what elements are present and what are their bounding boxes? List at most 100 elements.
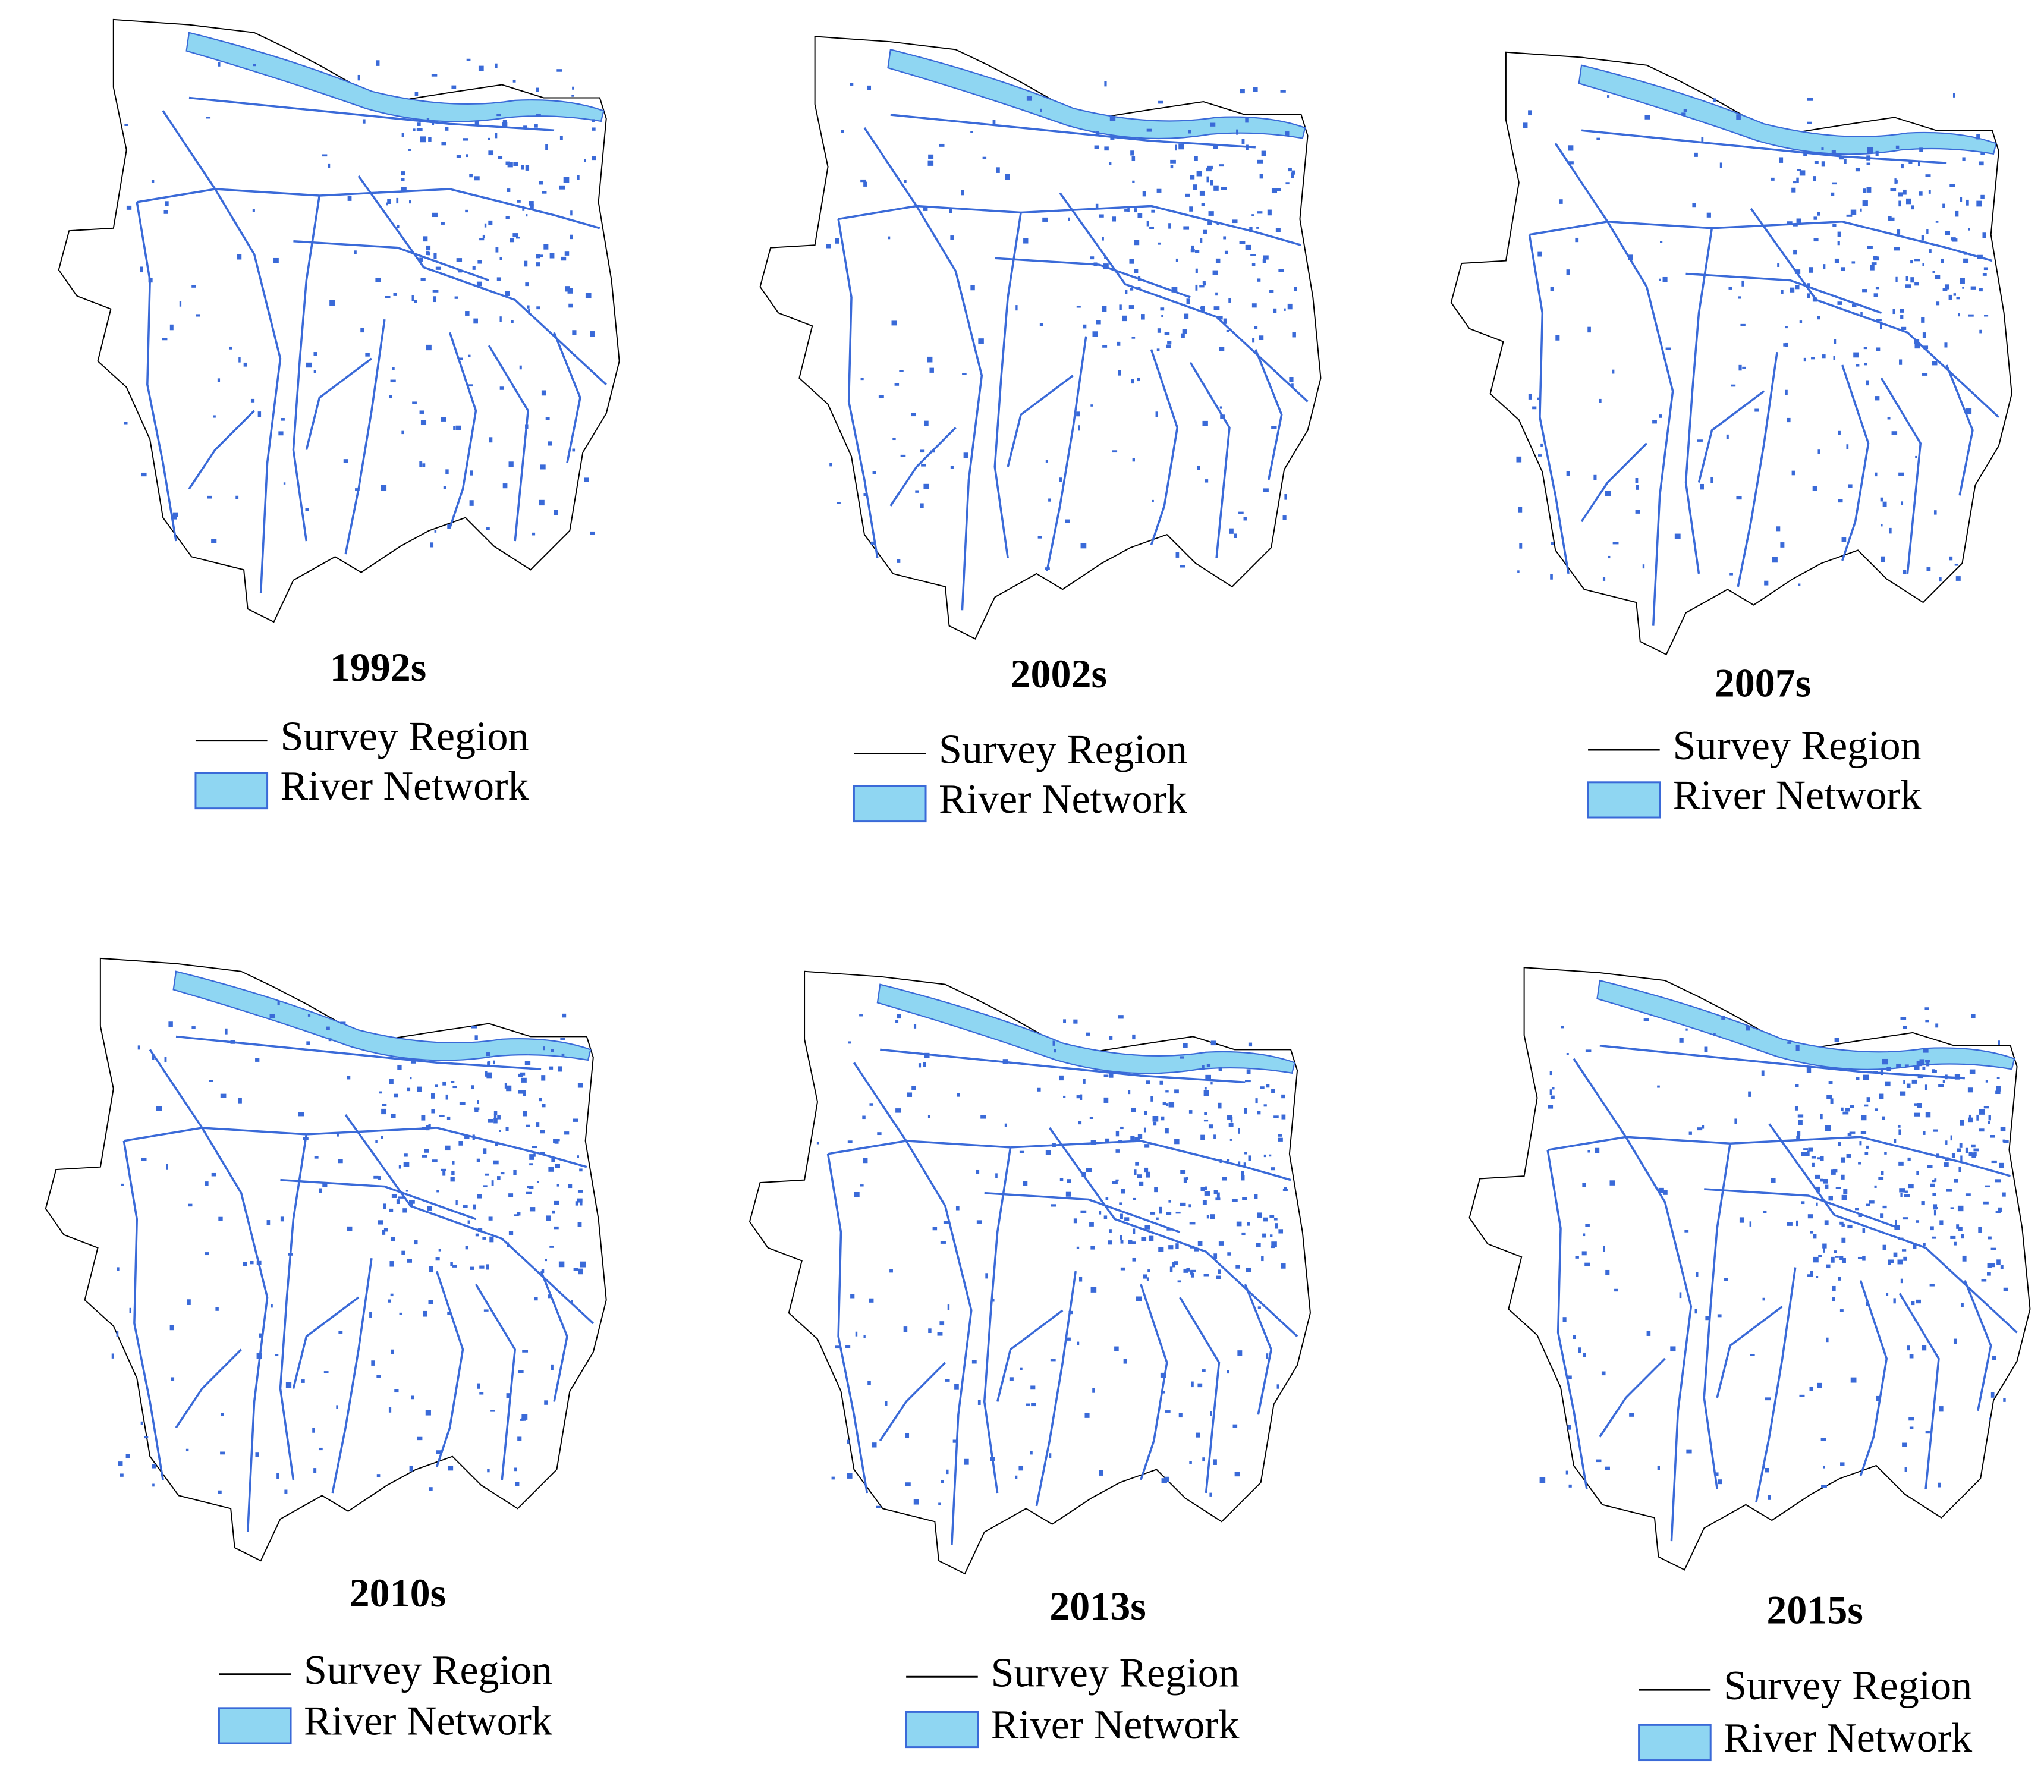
water-patch [1206, 176, 1209, 183]
water-patch [1555, 335, 1560, 341]
water-patch [850, 1294, 855, 1299]
water-patch [493, 1160, 499, 1165]
water-patch [1232, 219, 1238, 224]
water-patch [1156, 188, 1162, 193]
legend-label: River Network [280, 763, 529, 809]
water-patch [2000, 1127, 2006, 1132]
water-patch [185, 1448, 189, 1452]
water-patch [307, 1014, 311, 1017]
water-patch [900, 454, 906, 457]
water-patch [1128, 1240, 1133, 1244]
river-line [1898, 1293, 1940, 1489]
water-patch [1679, 1292, 1682, 1299]
water-patch [888, 236, 891, 240]
water-patch [1724, 1278, 1728, 1281]
water-patch [570, 210, 573, 216]
water-patch [1996, 1077, 2000, 1079]
water-patch [1213, 1190, 1218, 1194]
water-patch [1936, 1153, 1939, 1158]
water-patch [1881, 556, 1885, 562]
water-patch [313, 1468, 317, 1473]
water-patch [525, 165, 530, 171]
water-patch [381, 485, 387, 491]
water-patch [1935, 221, 1939, 223]
water-patch [876, 1505, 881, 1508]
water-patch [1219, 164, 1224, 167]
water-patch [1942, 288, 1948, 291]
water-patch [211, 539, 217, 543]
water-patch [1701, 137, 1704, 142]
water-patch [1160, 1372, 1166, 1378]
water-patch [1880, 497, 1883, 502]
water-patch [472, 1134, 475, 1140]
water-patch [495, 247, 499, 253]
water-patch [140, 266, 143, 273]
water-patch [1148, 1235, 1154, 1241]
water-patch [441, 1168, 446, 1171]
water-patch [1881, 1171, 1884, 1175]
water-patch [1220, 414, 1225, 419]
water-patch [1878, 1177, 1884, 1180]
water-patch [575, 1201, 578, 1206]
water-patch [546, 1218, 551, 1221]
water-patch [1146, 221, 1149, 227]
water-patch [1917, 162, 1920, 166]
water-patch [1146, 1277, 1149, 1281]
water-patch [427, 1206, 432, 1211]
water-patch [1170, 159, 1176, 164]
water-patch [1882, 1244, 1886, 1250]
water-patch [126, 205, 132, 210]
water-patch [1902, 1217, 1908, 1220]
water-patch [281, 418, 285, 421]
water-patch [1799, 170, 1806, 176]
water-patch [892, 438, 896, 441]
water-patch [940, 1241, 946, 1244]
water-patch [1089, 1117, 1093, 1120]
water-patch [454, 296, 458, 299]
water-patch [1936, 1206, 1938, 1209]
water-patch [1170, 165, 1174, 169]
water-patch [1289, 377, 1294, 382]
water-patch [502, 120, 507, 125]
water-patch [271, 1304, 273, 1308]
water-patch [543, 244, 549, 250]
water-patch [336, 1405, 338, 1409]
water-patch [1120, 1213, 1123, 1219]
water-patch [1568, 145, 1574, 151]
water-patch [1674, 533, 1681, 539]
water-patch [1765, 1397, 1771, 1401]
water-patch [1103, 1097, 1109, 1103]
water-patch [196, 314, 200, 317]
water-patch [277, 1001, 280, 1005]
water-patch [939, 1321, 945, 1326]
water-patch [1200, 238, 1203, 243]
survey-region [45, 957, 607, 1562]
water-patch [1202, 1369, 1206, 1372]
water-patch [1271, 1245, 1275, 1249]
water-patch [1822, 354, 1826, 359]
water-patch [1004, 1123, 1007, 1127]
water-patch [920, 449, 925, 453]
water-patch [1941, 259, 1944, 263]
water-patch [548, 441, 552, 446]
water-patch [1924, 1007, 1929, 1010]
water-patch [390, 1293, 394, 1297]
water-patch [435, 266, 441, 270]
water-patch [1958, 313, 1960, 317]
water-patch [1873, 256, 1878, 260]
water-patch [137, 1045, 140, 1050]
water-patch [1895, 276, 1898, 282]
water-patch [1803, 1148, 1809, 1150]
map-panel [45, 957, 607, 1562]
water-patch [1834, 1250, 1837, 1253]
water-patch [1882, 1205, 1887, 1209]
water-patch [469, 470, 473, 476]
water-patch [280, 1216, 284, 1222]
water-patch [1810, 1271, 1813, 1275]
water-patch [1875, 1108, 1878, 1111]
water-patch [1916, 1171, 1919, 1175]
water-patch [438, 1249, 441, 1252]
water-patch [1587, 326, 1591, 333]
water-patch [1573, 1335, 1576, 1340]
panel-title: 2010s [350, 1570, 446, 1615]
